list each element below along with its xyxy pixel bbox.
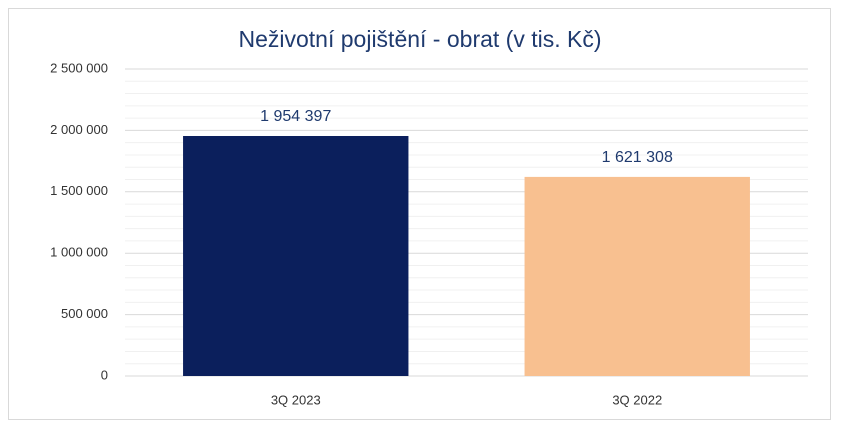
bar — [183, 136, 409, 376]
y-tick-label: 500 000 — [61, 306, 108, 321]
x-tick-label: 3Q 2022 — [612, 392, 662, 407]
y-tick-label: 2 500 000 — [50, 60, 108, 75]
data-label: 1 621 308 — [602, 149, 673, 166]
chart-title: Neživotní pojištění - obrat (v tis. Kč) — [238, 26, 601, 52]
y-tick-label: 2 000 000 — [50, 122, 108, 137]
y-tick-label: 1 500 000 — [50, 183, 108, 198]
x-tick-label: 3Q 2023 — [271, 392, 321, 407]
y-tick-label: 0 — [101, 367, 108, 382]
y-tick-label: 1 000 000 — [50, 245, 108, 260]
data-label: 1 954 397 — [260, 108, 331, 125]
bar — [524, 176, 750, 376]
